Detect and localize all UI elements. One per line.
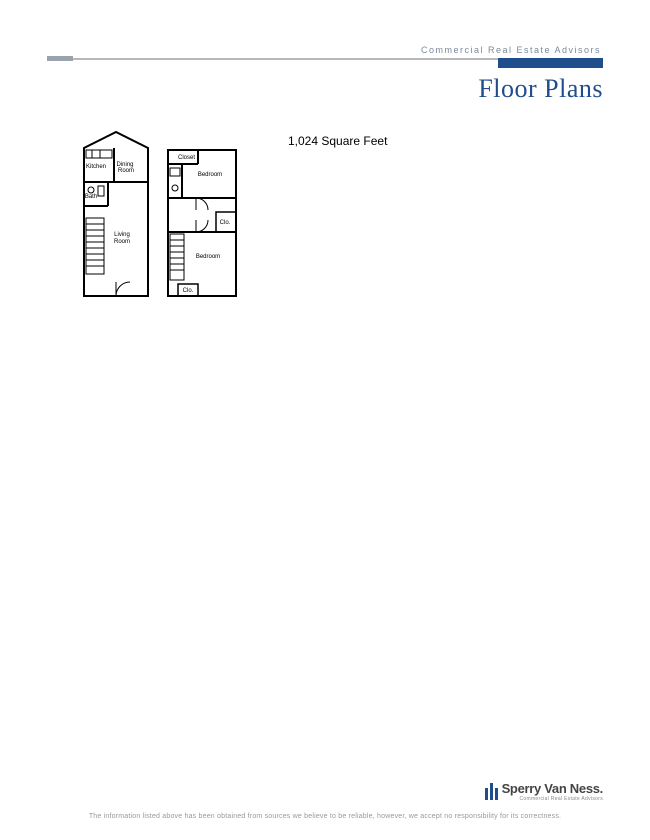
header-rule (47, 58, 603, 60)
floorplan-diagram: Kitchen Dining Room Bath Living Room (78, 128, 253, 308)
page-header: Commercial Real Estate Advisors Floor Pl… (47, 45, 603, 104)
room-label-bedroom-2: Bedroom (196, 254, 220, 260)
content-region: 1,024 Square Feet (78, 128, 603, 308)
brand-subtitle: Commercial Real Estate Advisors (520, 796, 604, 802)
footer-disclaimer: The information listed above has been ob… (47, 813, 603, 820)
room-label-clo-2: Clo. (183, 288, 194, 294)
brand-row: Sperry Van Ness. Commercial Real Estate … (47, 781, 603, 805)
page-title: Floor Plans (47, 74, 603, 104)
square-feet-label: 1,024 Square Feet (288, 134, 387, 148)
room-label-living: Living (114, 232, 130, 238)
page-footer: Sperry Van Ness. Commercial Real Estate … (47, 781, 603, 820)
brand-name: Sperry Van Ness. (502, 781, 603, 796)
header-rule-accent-left (47, 56, 73, 61)
brand-logo: Sperry Van Ness. Commercial Real Estate … (485, 781, 603, 802)
room-label-kitchen: Kitchen (86, 164, 106, 170)
room-label-closet: Closet (178, 155, 195, 161)
header-rule-accent-right (498, 58, 603, 68)
room-label-bath: Bath (85, 194, 97, 200)
room-label-bedroom-1: Bedroom (198, 172, 222, 178)
room-label-clo-1: Clo. (220, 220, 231, 226)
room-label-dining-2: Room (118, 168, 134, 174)
header-tagline: Commercial Real Estate Advisors (47, 45, 603, 55)
room-label-living-2: Room (114, 239, 130, 245)
brand-bars-icon (485, 783, 498, 800)
